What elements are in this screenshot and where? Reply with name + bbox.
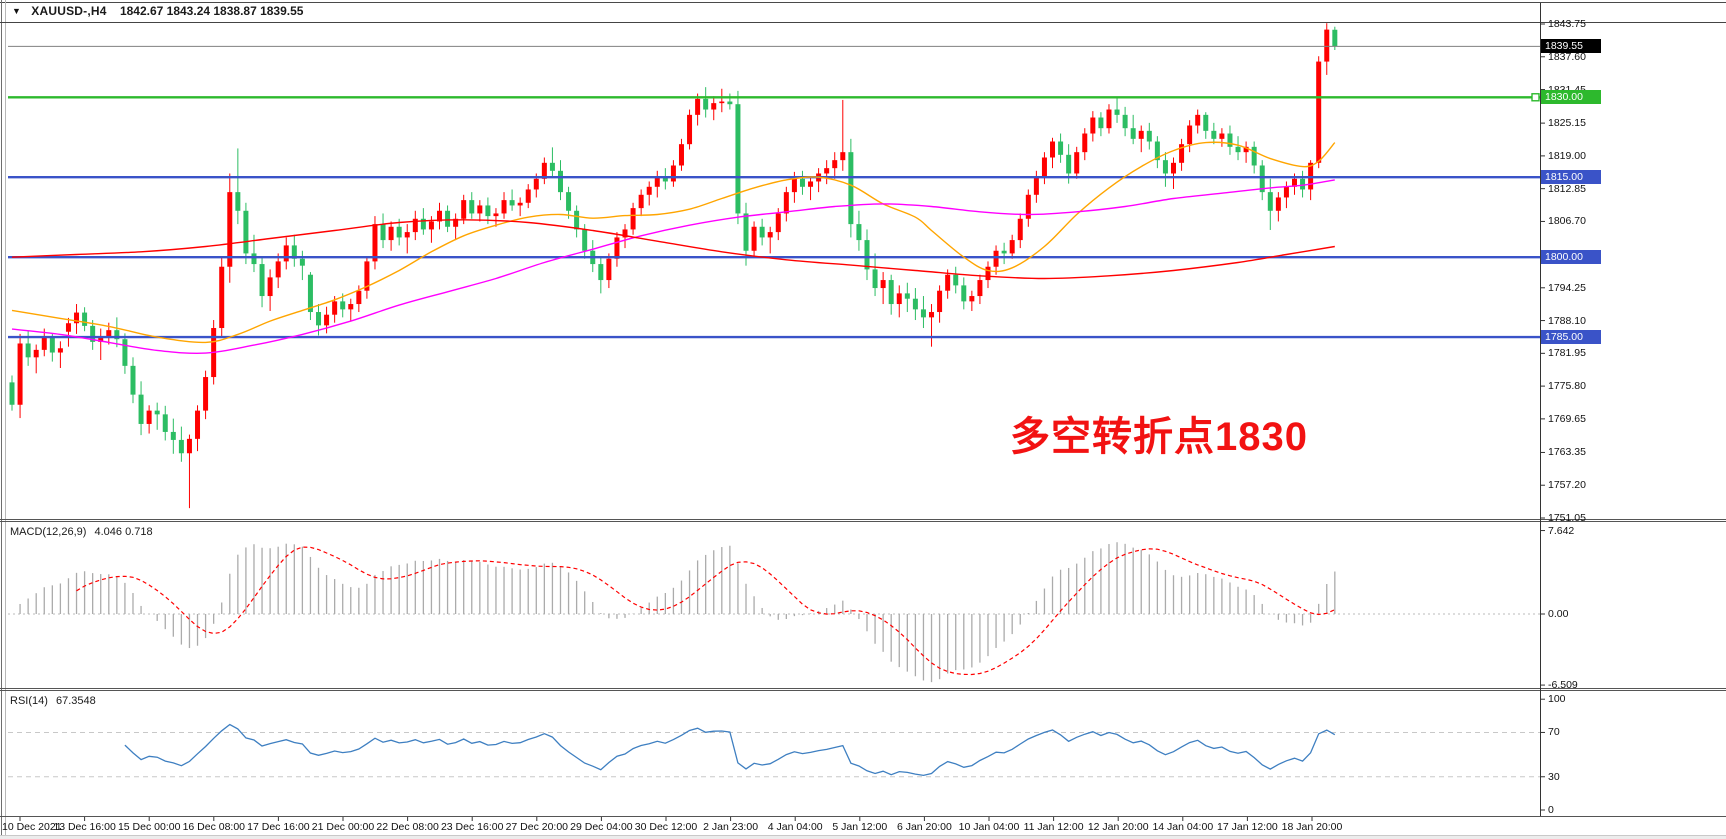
candles[interactable] xyxy=(9,23,1338,509)
price-tick-label: 1775.80 xyxy=(1548,380,1586,393)
time-tick-label: 16 Dec 08:00 xyxy=(182,821,246,833)
current-price-badge: 1839.55 xyxy=(1541,39,1601,54)
price-tick-label: 1769.65 xyxy=(1548,412,1586,425)
time-tick-label: 17 Jan 12:00 xyxy=(1217,821,1278,833)
rsi-value: 67.3548 xyxy=(55,695,96,707)
rsi-tick-label: 70 xyxy=(1548,726,1560,739)
time-tick-label: 21 Dec 00:00 xyxy=(311,821,375,833)
time-tick-label: 14 Jan 04:00 xyxy=(1152,821,1214,833)
time-tick-label: 17 Dec 16:00 xyxy=(247,821,310,833)
time-tick-label: 4 Jan 04:00 xyxy=(767,821,823,833)
window-left-border-inner xyxy=(5,0,6,839)
time-tick-label: 22 Dec 08:00 xyxy=(376,821,439,833)
time-tick-label: 29 Dec 04:00 xyxy=(570,821,633,833)
time-tick-label: 5 Jan 12:00 xyxy=(832,821,888,833)
price-tick-label: 1806.70 xyxy=(1548,215,1586,228)
rsi-indicator-label: RSI(14) 67.3548 xyxy=(10,695,96,707)
time-tick-label: 6 Jan 20:00 xyxy=(896,821,952,833)
price-tick-label: 1819.00 xyxy=(1548,149,1586,162)
hline-price-badge: 1830.00 xyxy=(1541,90,1601,105)
price-tick-label: 1751.05 xyxy=(1548,512,1586,524)
macd-tick-label: 0.00 xyxy=(1548,608,1569,620)
price-tick-label: 1812.85 xyxy=(1548,182,1586,195)
time-tick-label: 30 Dec 12:00 xyxy=(634,821,698,833)
symbol-timeframe-label: XAUUSD-,H4 xyxy=(31,4,107,18)
macd-histogram xyxy=(19,542,1336,683)
time-tick-label: 10 Dec 2021 xyxy=(2,821,62,833)
window-bottom-strip xyxy=(0,835,1726,839)
hline-price-badge: 1815.00 xyxy=(1541,170,1601,185)
time-tick-label: 15 Dec 00:00 xyxy=(117,821,181,833)
price-tick-label: 1781.95 xyxy=(1548,347,1586,360)
symbol-dropdown-icon[interactable]: ▼ xyxy=(12,6,21,16)
price-tick-label: 1837.60 xyxy=(1548,50,1586,63)
ma-orange xyxy=(11,141,1336,344)
ma-red xyxy=(11,219,1335,280)
chart-title-bar: ▼ XAUUSD-,H4 1842.67 1843.24 1838.87 183… xyxy=(12,4,303,20)
rsi-tick-label: 30 xyxy=(1548,770,1560,783)
title-ohlc-values: 1842.67 1843.24 1838.87 1839.55 xyxy=(119,4,304,18)
macd-tick-label: 7.642 xyxy=(1548,524,1575,537)
price-tick-label: 1757.20 xyxy=(1548,479,1586,492)
price-tick-label: 1788.10 xyxy=(1548,314,1586,327)
time-tick-label: 23 Dec 16:00 xyxy=(440,821,504,833)
rsi-name: RSI(14) xyxy=(10,695,48,707)
time-tick-label: 10 Jan 04:00 xyxy=(958,821,1020,833)
rsi-tick-label: 0 xyxy=(1548,804,1554,816)
window-left-border xyxy=(1,0,2,839)
time-tick-label: 2 Jan 23:00 xyxy=(703,821,759,833)
macd-tick-label: -6.509 xyxy=(1548,679,1578,692)
hline-price-badge: 1800.00 xyxy=(1541,250,1601,265)
time-tick-label: 11 Jan 12:00 xyxy=(1023,821,1084,833)
price-tick-label: 1794.25 xyxy=(1548,281,1586,294)
price-tick-label: 1843.75 xyxy=(1548,18,1586,30)
macd-indicator-label: MACD(12,26,9) 4.046 0.718 xyxy=(10,526,153,538)
hline-handle[interactable] xyxy=(1531,93,1540,102)
price-tick-label: 1763.35 xyxy=(1548,446,1586,459)
rsi-tick-label: 100 xyxy=(1548,693,1566,706)
macd-name: MACD(12,26,9) xyxy=(10,526,87,538)
macd-signal-line xyxy=(76,546,1336,676)
price-tick-label: 1825.15 xyxy=(1548,117,1586,130)
time-tick-label: 27 Dec 20:00 xyxy=(505,821,569,833)
window-top-border xyxy=(0,2,1726,3)
time-tick-label: 18 Jan 20:00 xyxy=(1281,821,1343,833)
macd-values: 4.046 0.718 xyxy=(94,526,153,538)
hline-price-badge: 1785.00 xyxy=(1541,330,1601,345)
time-tick-label: 13 Dec 16:00 xyxy=(53,821,116,833)
ma-magenta xyxy=(11,179,1335,355)
rsi-line xyxy=(124,723,1336,777)
time-tick-label: 12 Jan 20:00 xyxy=(1087,821,1149,833)
chart-annotation-text[interactable]: 多空转折点1830 xyxy=(1010,415,1308,459)
